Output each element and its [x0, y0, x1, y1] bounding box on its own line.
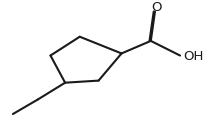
Text: OH: OH [183, 50, 204, 63]
Text: O: O [151, 1, 161, 14]
